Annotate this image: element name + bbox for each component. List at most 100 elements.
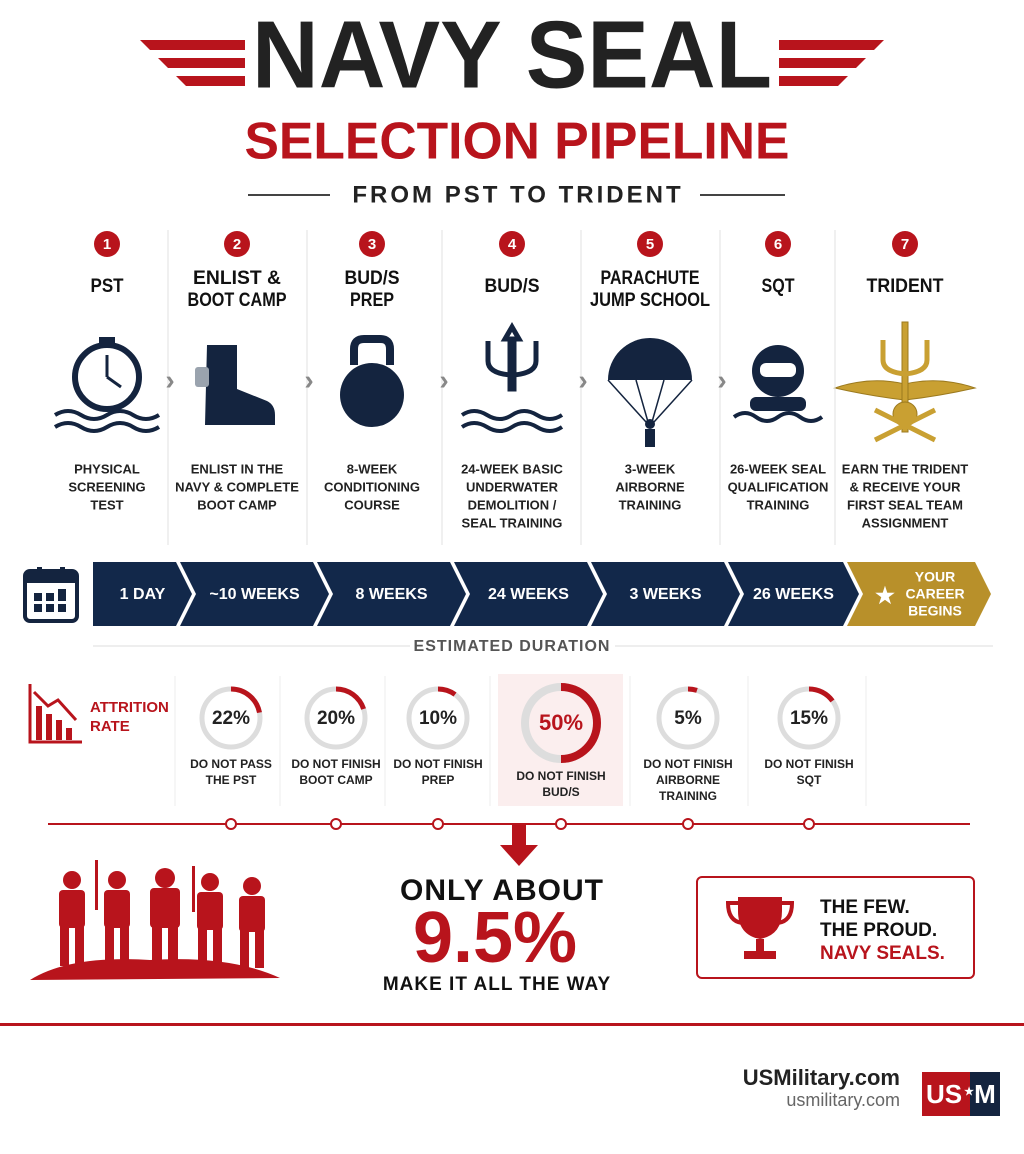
chevron-arrow: › bbox=[578, 364, 587, 395]
duration-chevron bbox=[317, 562, 466, 626]
motto-line: THE FEW. bbox=[820, 897, 910, 918]
stage-name: JUMP SCHOOL bbox=[590, 290, 710, 311]
trident-insignia-icon bbox=[833, 321, 977, 443]
stage-description: SEAL TRAINING bbox=[462, 515, 563, 530]
duration: 24 WEEKS bbox=[488, 586, 569, 603]
attrition-caption: DO NOT FINISH bbox=[643, 757, 732, 771]
step-badge bbox=[765, 231, 791, 257]
donut-label: 50% bbox=[539, 710, 583, 735]
stage-name: BUD/S bbox=[345, 268, 400, 289]
footer-rule bbox=[0, 1023, 1024, 1026]
stage-description: QUALIFICATION bbox=[728, 479, 829, 494]
attrition-caption: TRAINING bbox=[659, 789, 717, 803]
stage-description: ASSIGNMENT bbox=[862, 515, 949, 530]
stage-description: AIRBORNE bbox=[615, 479, 685, 494]
calendar-icon bbox=[23, 567, 79, 623]
boot-icon bbox=[195, 345, 275, 425]
attrition-caption: SQT bbox=[797, 773, 822, 787]
attrition-caption: THE PST bbox=[206, 773, 257, 787]
attrition-caption: BUD/S bbox=[542, 785, 579, 799]
tagline: FROM PST TO TRIDENT bbox=[352, 181, 683, 208]
attrition-caption: AIRBORNE bbox=[656, 773, 720, 787]
duration-chevron bbox=[728, 562, 859, 626]
summary-lead: ONLY ABOUT bbox=[400, 874, 604, 907]
stage-description: TRAINING bbox=[619, 497, 682, 512]
stage-description: BOOT CAMP bbox=[197, 497, 277, 512]
stage-name: BUD/S bbox=[485, 276, 540, 297]
donut-arc bbox=[560, 683, 601, 763]
donut-label: 10% bbox=[419, 708, 457, 729]
trophy-icon bbox=[725, 897, 795, 959]
attrition-icon bbox=[28, 684, 82, 744]
stage-name: SQT bbox=[762, 276, 795, 297]
step-badge bbox=[224, 231, 250, 257]
stage-description: EARN THE TRIDENT bbox=[842, 461, 968, 476]
duration-chevron bbox=[93, 562, 192, 626]
step-number: 4 bbox=[508, 236, 517, 253]
donut-label: 5% bbox=[674, 708, 702, 729]
stage-description: ENLIST IN THE bbox=[191, 461, 284, 476]
step-number: 2 bbox=[233, 236, 241, 253]
step-number: 3 bbox=[368, 236, 376, 253]
stage-name: PST bbox=[91, 276, 124, 297]
logo-text: M bbox=[974, 1079, 996, 1109]
stage-description: PHYSICAL bbox=[74, 461, 140, 476]
stage-description: 24-WEEK BASIC bbox=[461, 461, 563, 476]
duration: 1 DAY bbox=[120, 586, 166, 603]
stage-description: TRAINING bbox=[747, 497, 810, 512]
stage-description: DEMOLITION / bbox=[468, 497, 557, 512]
stage-name: PARACHUTE bbox=[601, 268, 700, 289]
step-badge bbox=[94, 231, 120, 257]
step-number: 7 bbox=[901, 236, 909, 253]
attrition-caption: PREP bbox=[422, 773, 455, 787]
brand-url: usmilitary.com bbox=[786, 1090, 900, 1110]
timeline-dot bbox=[555, 818, 567, 830]
kettlebell-icon bbox=[340, 335, 404, 427]
stage-name: PREP bbox=[350, 290, 394, 311]
stopwatch-icon bbox=[53, 337, 161, 433]
duration-label: ESTIMATED DURATION bbox=[414, 638, 611, 655]
timeline-dot bbox=[803, 818, 815, 830]
step-badge bbox=[637, 231, 663, 257]
trident-icon bbox=[460, 322, 564, 433]
attrition-caption: DO NOT FINISH bbox=[291, 757, 380, 771]
motto-line: THE PROUD. bbox=[820, 920, 937, 941]
stage-description: 8-WEEK bbox=[347, 461, 398, 476]
timeline-dot bbox=[682, 818, 694, 830]
stage-description: FIRST SEAL TEAM bbox=[847, 497, 963, 512]
donut-arc bbox=[687, 686, 698, 693]
chevron-arrow: › bbox=[439, 364, 448, 395]
stage-description: 3-WEEK bbox=[625, 461, 676, 476]
stage-description: 26-WEEK SEAL bbox=[730, 461, 826, 476]
attrition-caption: BOOT CAMP bbox=[299, 773, 372, 787]
stage-name: TRIDENT bbox=[867, 276, 944, 297]
duration-chevron bbox=[180, 562, 329, 626]
diver-icon bbox=[732, 345, 824, 423]
attrition-label: ATTRITION bbox=[90, 699, 169, 716]
stage-description: COURSE bbox=[344, 497, 400, 512]
summary-value: 9.5% bbox=[413, 898, 577, 978]
stage-description: UNDERWATER bbox=[466, 479, 559, 494]
soldiers-silhouette bbox=[30, 860, 280, 980]
brand: USMilitary.com bbox=[743, 1065, 900, 1090]
chevron-arrow: › bbox=[165, 364, 174, 395]
timeline-dot bbox=[432, 818, 444, 830]
attrition-caption: DO NOT FINISH bbox=[393, 757, 482, 771]
stage-name: BOOT CAMP bbox=[188, 290, 287, 311]
donut-arc bbox=[335, 686, 366, 710]
chevron-arrow: › bbox=[717, 364, 726, 395]
donut-arc bbox=[808, 686, 835, 703]
timeline-dot bbox=[330, 818, 342, 830]
highlight-bg bbox=[498, 674, 623, 806]
duration-chevron bbox=[454, 562, 603, 626]
duration: YOUR bbox=[915, 569, 955, 585]
summary-tail: MAKE IT ALL THE WAY bbox=[383, 974, 611, 995]
step-badge bbox=[499, 231, 525, 257]
stage-description: CONDITIONING bbox=[324, 479, 420, 494]
logo-text: US bbox=[926, 1079, 962, 1109]
duration: 3 WEEKS bbox=[629, 586, 701, 603]
timeline-dot bbox=[225, 818, 237, 830]
duration: BEGINS bbox=[908, 603, 962, 619]
logo-part bbox=[970, 1072, 1000, 1116]
